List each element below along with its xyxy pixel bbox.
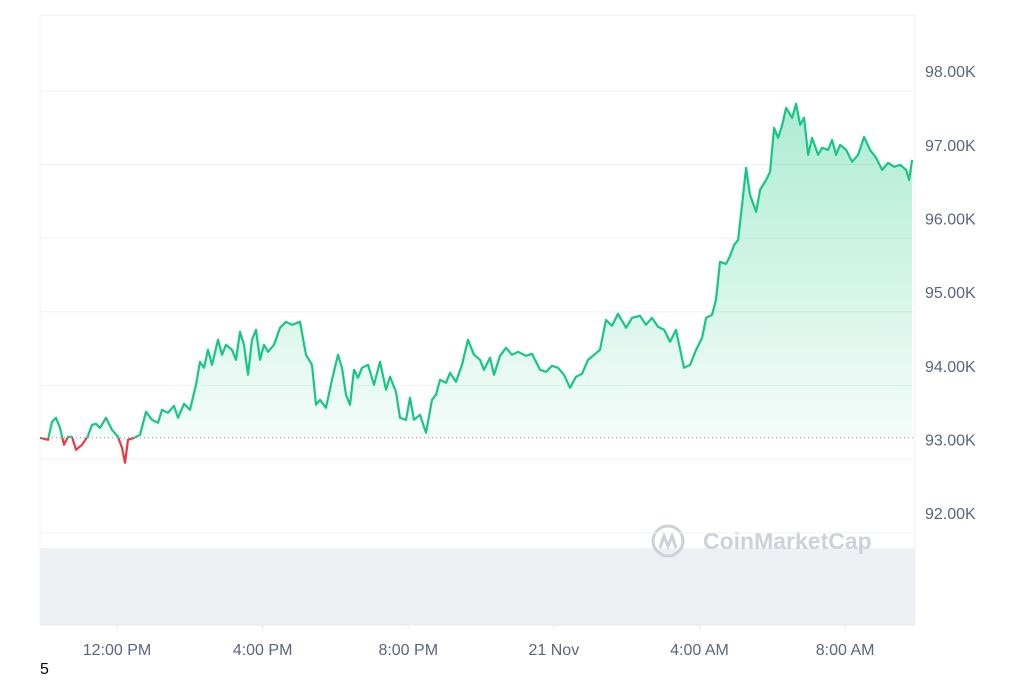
corner-text: 5 — [40, 661, 49, 678]
x-tick-label: 4:00 PM — [233, 642, 293, 659]
x-tick-label: 8:00 AM — [816, 642, 875, 659]
x-tick-label: 21 Nov — [529, 642, 580, 659]
y-tick-label: 97.00K — [925, 138, 976, 155]
price-line-up — [40, 102, 914, 438]
x-tick-label: 4:00 AM — [670, 642, 729, 659]
watermark-logo — [651, 524, 685, 558]
area — [40, 103, 913, 438]
y-tick-label: 92.00K — [925, 506, 976, 523]
y-tick-label: 93.00K — [925, 432, 976, 449]
y-tick-label: 94.00K — [925, 359, 976, 376]
watermark: CoinMarketCap — [703, 528, 872, 554]
y-tick-label: 95.00K — [925, 285, 976, 302]
y-tick-label: 98.00K — [925, 64, 976, 81]
x-tick-label: 12:00 PM — [83, 642, 151, 659]
x-tick-label: 8:00 PM — [378, 642, 438, 659]
y-tick-label: 96.00K — [925, 211, 976, 228]
volume-area — [40, 548, 915, 625]
